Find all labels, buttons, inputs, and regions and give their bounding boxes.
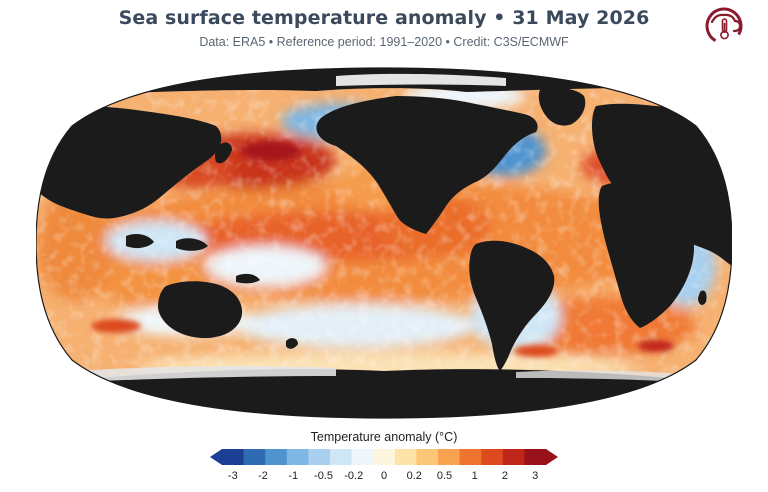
legend-tick-labels: -3 -2 -1 -0.5 -0.2 0 0.2 0.5 1 2 3 <box>210 470 558 486</box>
climate-thermometer-icon <box>705 7 743 45</box>
legend-tick-label: 0 <box>380 470 388 482</box>
colorbar-segment <box>308 449 331 465</box>
legend-tick-label: 0.2 <box>406 470 422 482</box>
colorbar-segment <box>524 449 547 465</box>
colorbar-extend-high <box>546 449 558 465</box>
colorbar-segment <box>265 449 288 465</box>
colorbar-segment <box>222 449 245 465</box>
map-subtitle: Data: ERA5 • Reference period: 1991–2020… <box>199 35 569 49</box>
legend-tick-label: 1 <box>471 470 478 482</box>
sst-anomaly-map <box>35 67 733 419</box>
colorbar-segment <box>394 449 417 465</box>
colorbar-segment <box>373 449 396 465</box>
legend-title: Temperature anomaly (°C) <box>310 430 458 444</box>
colorbar-segment <box>416 449 439 465</box>
legend-tick-label: -2 <box>258 470 268 482</box>
colorbar-segment <box>351 449 374 465</box>
legend-tick-label: -0.2 <box>344 470 364 482</box>
colorbar-segment <box>502 449 525 465</box>
map-title: Sea surface temperature anomaly • 31 May… <box>118 7 650 29</box>
legend-tick-label: 2 <box>501 470 509 482</box>
legend-tick-label: 0.5 <box>436 470 453 482</box>
legend-tick-label: -0.5 <box>314 470 333 482</box>
colorbar-extend-low <box>210 449 222 465</box>
colorbar-segment <box>286 449 309 465</box>
legend-colorbar <box>210 449 558 465</box>
legend-tick-label: -3 <box>227 470 238 482</box>
world-map <box>35 66 733 420</box>
colorbar-segment <box>438 449 461 465</box>
legend-tick-label: 3 <box>532 470 539 482</box>
colorbar-segment <box>459 449 482 465</box>
colorbar-segment <box>330 449 353 465</box>
colorbar-segment <box>481 449 504 465</box>
colorbar-segment <box>243 449 266 465</box>
legend-tick-label: -1 <box>288 470 299 482</box>
